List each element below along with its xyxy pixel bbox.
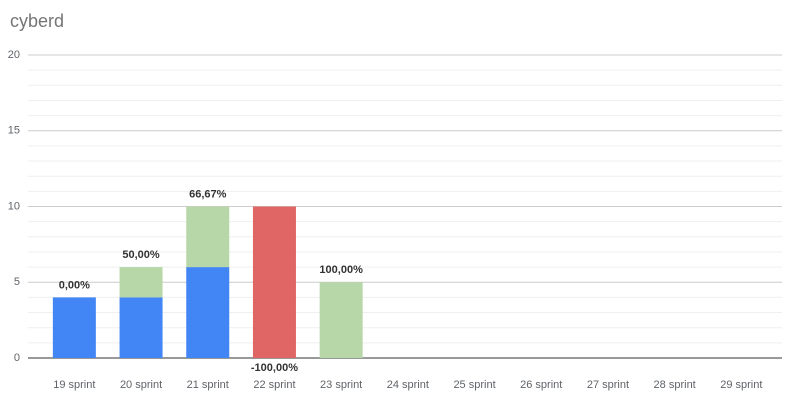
bar-segment	[186, 267, 230, 358]
bar-segment	[52, 297, 96, 358]
y-tick-label: 0	[14, 352, 20, 364]
bar-segment	[252, 206, 296, 358]
y-tick-label: 10	[8, 200, 20, 212]
bar-segment	[186, 206, 230, 268]
x-tick-label: 19 sprint	[53, 379, 95, 391]
x-tick-label: 25 sprint	[453, 379, 495, 391]
x-tick-label: 23 sprint	[320, 379, 362, 391]
x-tick-label: 24 sprint	[387, 379, 429, 391]
x-tick-label: 21 sprint	[187, 379, 229, 391]
x-tick-label: 22 sprint	[253, 379, 295, 391]
x-tick-label: 29 sprint	[720, 379, 762, 391]
bar-label: 66,67%	[189, 188, 227, 200]
bar-segment	[119, 267, 163, 298]
bar-label: 0,00%	[59, 279, 90, 291]
bar-segment	[319, 282, 363, 358]
x-tick-label: 26 sprint	[520, 379, 562, 391]
bar-label: 50,00%	[122, 249, 160, 261]
y-tick-label: 5	[14, 276, 20, 288]
bar-label: 100,00%	[319, 264, 363, 276]
bar-segment	[119, 297, 163, 358]
y-tick-label: 15	[8, 125, 20, 137]
x-tick-label: 27 sprint	[587, 379, 629, 391]
chart-title: cyberd	[10, 11, 64, 31]
y-tick-label: 20	[8, 49, 20, 61]
x-tick-label: 20 sprint	[120, 379, 162, 391]
x-tick-label: 28 sprint	[654, 379, 696, 391]
bar-label: -100,00%	[251, 362, 298, 374]
